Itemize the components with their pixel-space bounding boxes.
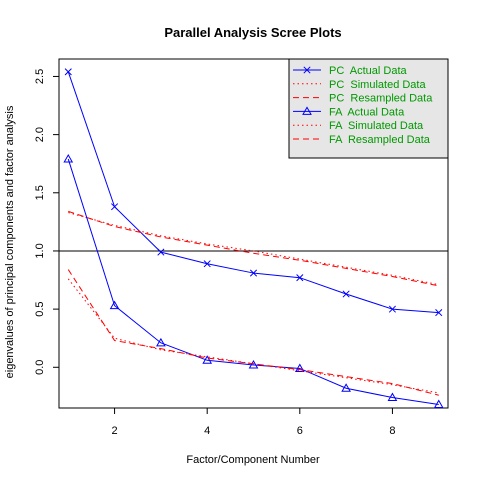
series-line-4 — [67, 278, 439, 394]
point-triangle-3-8 — [433, 399, 444, 409]
series-5 — [67, 269, 439, 396]
legend-marker-3 — [302, 106, 312, 115]
x-axis: 2 4 6 8 — [112, 408, 395, 437]
point-x-0-1 — [111, 203, 119, 211]
y-tick-label-2: 1.0 — [34, 243, 46, 258]
point-triangle-3-0 — [63, 154, 74, 163]
x-axis-label: Factor/Component Number — [186, 454, 320, 466]
series-line-5 — [67, 269, 439, 396]
y-tick-label-1: 0.5 — [34, 301, 46, 316]
legend-label-0: PC Actual Data — [329, 65, 408, 77]
series-3 — [63, 154, 444, 409]
legend-label-2: PC Resampled Data — [329, 93, 433, 105]
point-x-0-3 — [203, 260, 211, 268]
point-triangle-3-5 — [294, 363, 305, 372]
point-triangle-3-3 — [202, 355, 213, 364]
y-axis-label: eigenvalues of principal components and … — [4, 105, 16, 378]
series-0 — [64, 68, 443, 317]
legend: PC Actual Data PC Simulated Data PC Resamp… — [288, 58, 449, 159]
point-x-0-4 — [249, 269, 258, 277]
y-tick-label-3: 1.5 — [34, 185, 46, 200]
series-layer — [63, 68, 444, 409]
point-triangle-3-4 — [248, 359, 259, 369]
y-tick-label-0: 0.0 — [34, 360, 46, 375]
x-tick-label-8: 8 — [389, 425, 395, 437]
plot-frame — [58, 58, 449, 409]
y-tick-label-5: 2.5 — [34, 69, 46, 84]
point-triangle-3-2 — [156, 337, 166, 347]
series-1 — [68, 212, 439, 286]
point-x-0-8 — [435, 309, 443, 317]
point-x-0-0 — [64, 68, 72, 76]
legend-label-1: PC Simulated Data — [329, 79, 426, 91]
point-triangle-3-6 — [341, 383, 351, 392]
series-4 — [67, 278, 439, 394]
series-line-1 — [68, 212, 439, 286]
legend-marker-0 — [303, 66, 311, 74]
legend-label-5: FA Resampled Data — [329, 134, 431, 146]
series-line-2 — [68, 210, 439, 287]
series-line-3 — [67, 158, 439, 406]
point-x-0-2 — [157, 248, 165, 256]
legend-box — [288, 58, 449, 159]
chart-title: Parallel Analysis Scree Plots — [164, 25, 341, 40]
x-tick-label-6: 6 — [297, 425, 303, 437]
legend-label-3: FA Actual Data — [329, 106, 405, 118]
point-x-0-5 — [296, 274, 304, 282]
point-x-0-7 — [388, 305, 396, 313]
x-tick-label-2: 2 — [112, 425, 118, 437]
series-2 — [68, 210, 439, 287]
y-axis: 0.0 0.5 1.0 1.5 2.0 2.5 — [34, 69, 59, 375]
point-triangle-3-7 — [387, 392, 398, 402]
y-tick-label-4: 2.0 — [34, 127, 46, 142]
legend-label-4: FA Simulated Data — [329, 120, 424, 132]
x-tick-label-4: 4 — [204, 425, 210, 437]
point-x-0-6 — [342, 290, 350, 298]
point-triangle-3-1 — [109, 300, 120, 310]
